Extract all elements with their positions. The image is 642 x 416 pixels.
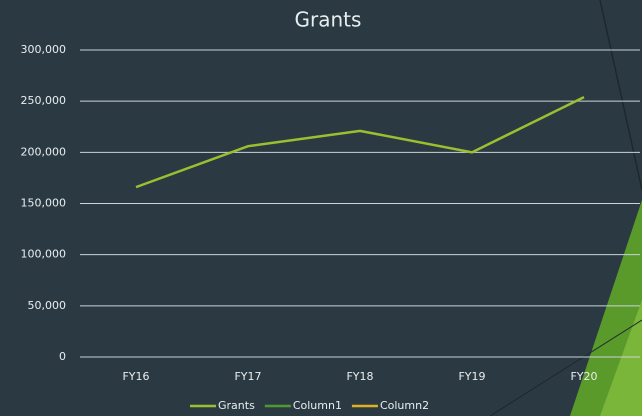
- x-tick-label: FY18: [346, 370, 373, 383]
- y-tick-label: 300,000: [21, 43, 67, 56]
- y-tick-label: 200,000: [21, 145, 67, 158]
- chart: Grants 0 50,000 100,000 150,000 200,000 250,0…: [0, 0, 642, 416]
- legend-label: Column1: [293, 399, 342, 412]
- legend-label: Column2: [380, 399, 429, 412]
- y-tick-label: 250,000: [21, 94, 67, 107]
- y-tick-label: 100,000: [21, 248, 67, 261]
- y-tick-label: 0: [59, 350, 66, 363]
- x-tick-label: FY17: [234, 370, 261, 383]
- x-tick-label: FY16: [122, 370, 149, 383]
- y-tick-label: 50,000: [28, 299, 67, 312]
- chart-title: Grants: [295, 8, 362, 32]
- x-tick-label: FY19: [458, 370, 485, 383]
- y-tick-label: 150,000: [21, 197, 67, 210]
- background: [0, 0, 642, 416]
- x-tick-label: FY20: [570, 370, 597, 383]
- legend-label: Grants: [218, 399, 255, 412]
